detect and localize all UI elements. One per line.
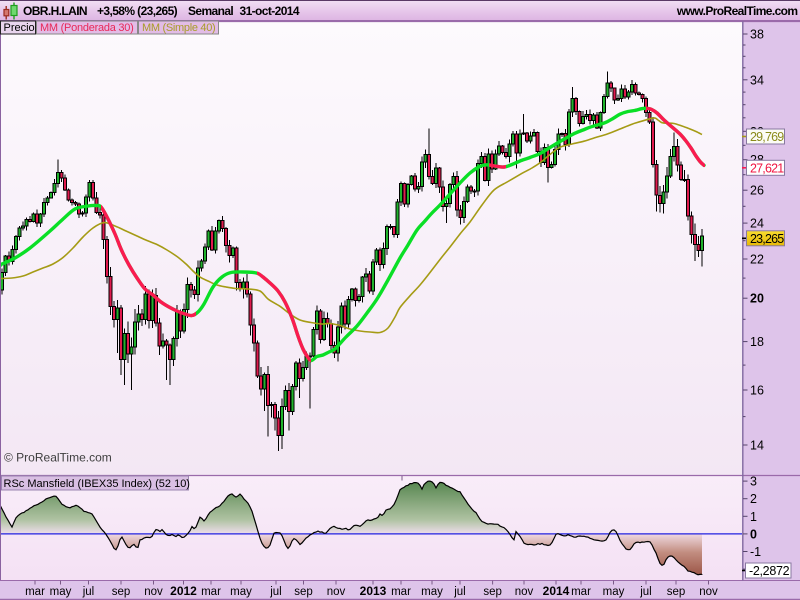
svg-text:www.ProRealTime.com: www.ProRealTime.com xyxy=(676,4,798,18)
svg-text:20: 20 xyxy=(750,292,764,306)
svg-text:2013: 2013 xyxy=(360,584,387,598)
svg-text:-2,2872: -2,2872 xyxy=(749,564,790,578)
svg-text:29,769: 29,769 xyxy=(750,130,784,144)
svg-text:jul: jul xyxy=(269,586,282,598)
svg-text:24: 24 xyxy=(750,217,764,231)
svg-text:jul: jul xyxy=(82,586,95,598)
svg-text:16: 16 xyxy=(750,384,764,398)
svg-text:0: 0 xyxy=(750,527,757,541)
svg-text:Semanal: Semanal xyxy=(188,4,233,18)
svg-text:mar: mar xyxy=(571,586,591,598)
svg-text:may: may xyxy=(421,586,443,598)
svg-text:27,621: 27,621 xyxy=(750,161,784,175)
svg-text:© ProRealTime.com: © ProRealTime.com xyxy=(4,451,112,465)
svg-text:may: may xyxy=(50,586,72,598)
svg-text:MM (Ponderada 30): MM (Ponderada 30) xyxy=(40,22,134,34)
svg-text:nov: nov xyxy=(144,586,163,598)
svg-text:2014: 2014 xyxy=(543,584,570,598)
svg-text:RSc Mansfield (IBEX35 Index) (: RSc Mansfield (IBEX35 Index) (52 10) xyxy=(4,478,190,490)
svg-text:sep: sep xyxy=(667,586,686,598)
svg-text:2012: 2012 xyxy=(170,584,197,598)
svg-text:26: 26 xyxy=(750,184,764,198)
svg-text:18: 18 xyxy=(750,335,764,349)
svg-text:23,265: 23,265 xyxy=(750,232,784,246)
svg-text:sep: sep xyxy=(483,586,502,598)
svg-text:22: 22 xyxy=(750,253,764,267)
svg-text:mar: mar xyxy=(391,586,411,598)
svg-text:mar: mar xyxy=(25,586,45,598)
svg-text:2: 2 xyxy=(750,492,757,506)
svg-text:jul: jul xyxy=(453,586,466,598)
svg-text:sep: sep xyxy=(112,586,131,598)
svg-text:may: may xyxy=(603,586,625,598)
svg-text:1: 1 xyxy=(750,510,757,524)
svg-text:14: 14 xyxy=(750,439,764,453)
svg-text:may: may xyxy=(230,586,252,598)
svg-text:mar: mar xyxy=(201,586,221,598)
svg-text:34: 34 xyxy=(750,73,764,87)
svg-text:-1: -1 xyxy=(750,545,761,559)
svg-text:+3,58% (23,265): +3,58% (23,265) xyxy=(97,4,178,18)
svg-text:OBR.H.LAIN: OBR.H.LAIN xyxy=(23,4,87,18)
svg-text:38: 38 xyxy=(750,28,764,42)
svg-text:MM (Simple 40): MM (Simple 40) xyxy=(142,22,215,34)
svg-text:sep: sep xyxy=(294,586,313,598)
svg-text:31-oct-2014: 31-oct-2014 xyxy=(240,4,300,18)
svg-text:nov: nov xyxy=(327,586,346,598)
svg-text:nov: nov xyxy=(699,586,718,598)
svg-text:Precio: Precio xyxy=(4,22,35,34)
svg-text:nov: nov xyxy=(515,586,534,598)
svg-text:jul: jul xyxy=(639,586,652,598)
svg-text:3: 3 xyxy=(750,475,757,489)
